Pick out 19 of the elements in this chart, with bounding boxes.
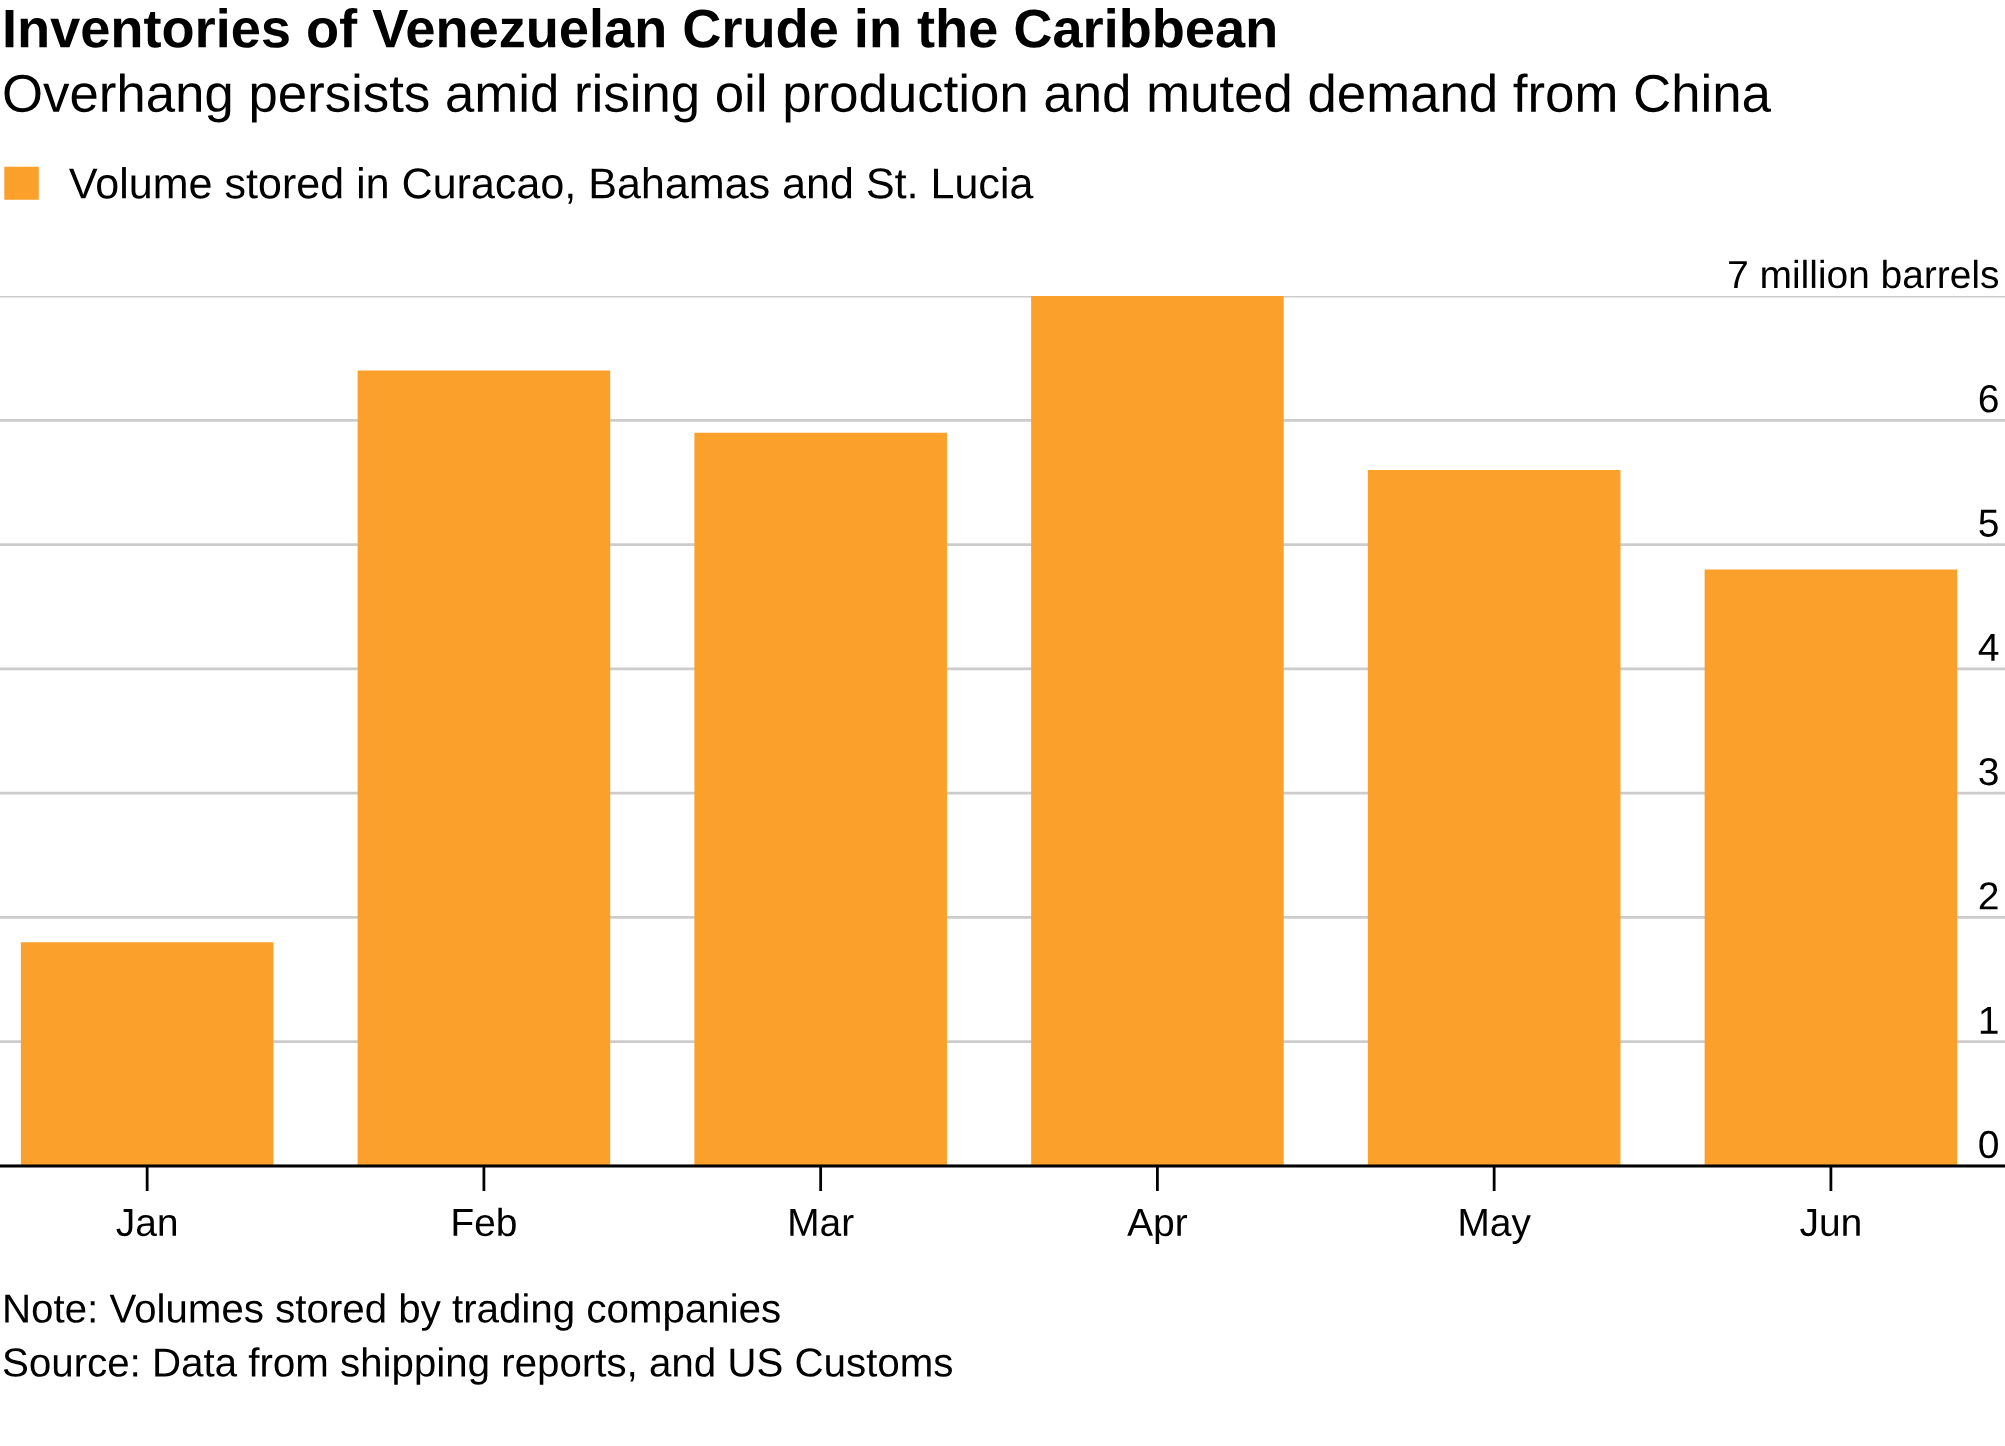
x-tick-label: Mar: [790, 1209, 854, 1237]
y-tick-label: 3: [1979, 757, 1998, 786]
legend-label: Volume stored in Curacao, Bahamas and St. Lucia: [69, 167, 1034, 204]
text: Note: Volumes stored by trading companies: [5, 1293, 780, 1331]
chart-subtitle: Overhang persists amid rising oil production and muted demand from China: [4, 73, 1771, 123]
y-tick-label: 2: [1979, 882, 1998, 910]
x-tick-label: Apr: [1127, 1209, 1188, 1244]
y-tick-label: 7 million barrels: [1729, 259, 1999, 289]
x-tick-label: May: [1460, 1209, 1531, 1244]
y-tick-label: 4: [1978, 634, 1999, 661]
x-tick-label: Jan: [116, 1209, 176, 1237]
source-note: Source: Data from shipping reports, and US Customs: [3, 1347, 952, 1385]
y-tick-label: 0: [1979, 1130, 1998, 1159]
y-tick-label: 5: [1979, 509, 1998, 537]
y-tick-label: 1: [1980, 1006, 1998, 1034]
y-tick-label: 6: [1979, 385, 1998, 413]
x-tick-label: Feb: [453, 1207, 516, 1237]
x-tick-label: Jun: [1800, 1209, 1860, 1237]
chart-title: Inventories of Venezuelan Crude in the Caribbean: [5, 8, 1275, 48]
